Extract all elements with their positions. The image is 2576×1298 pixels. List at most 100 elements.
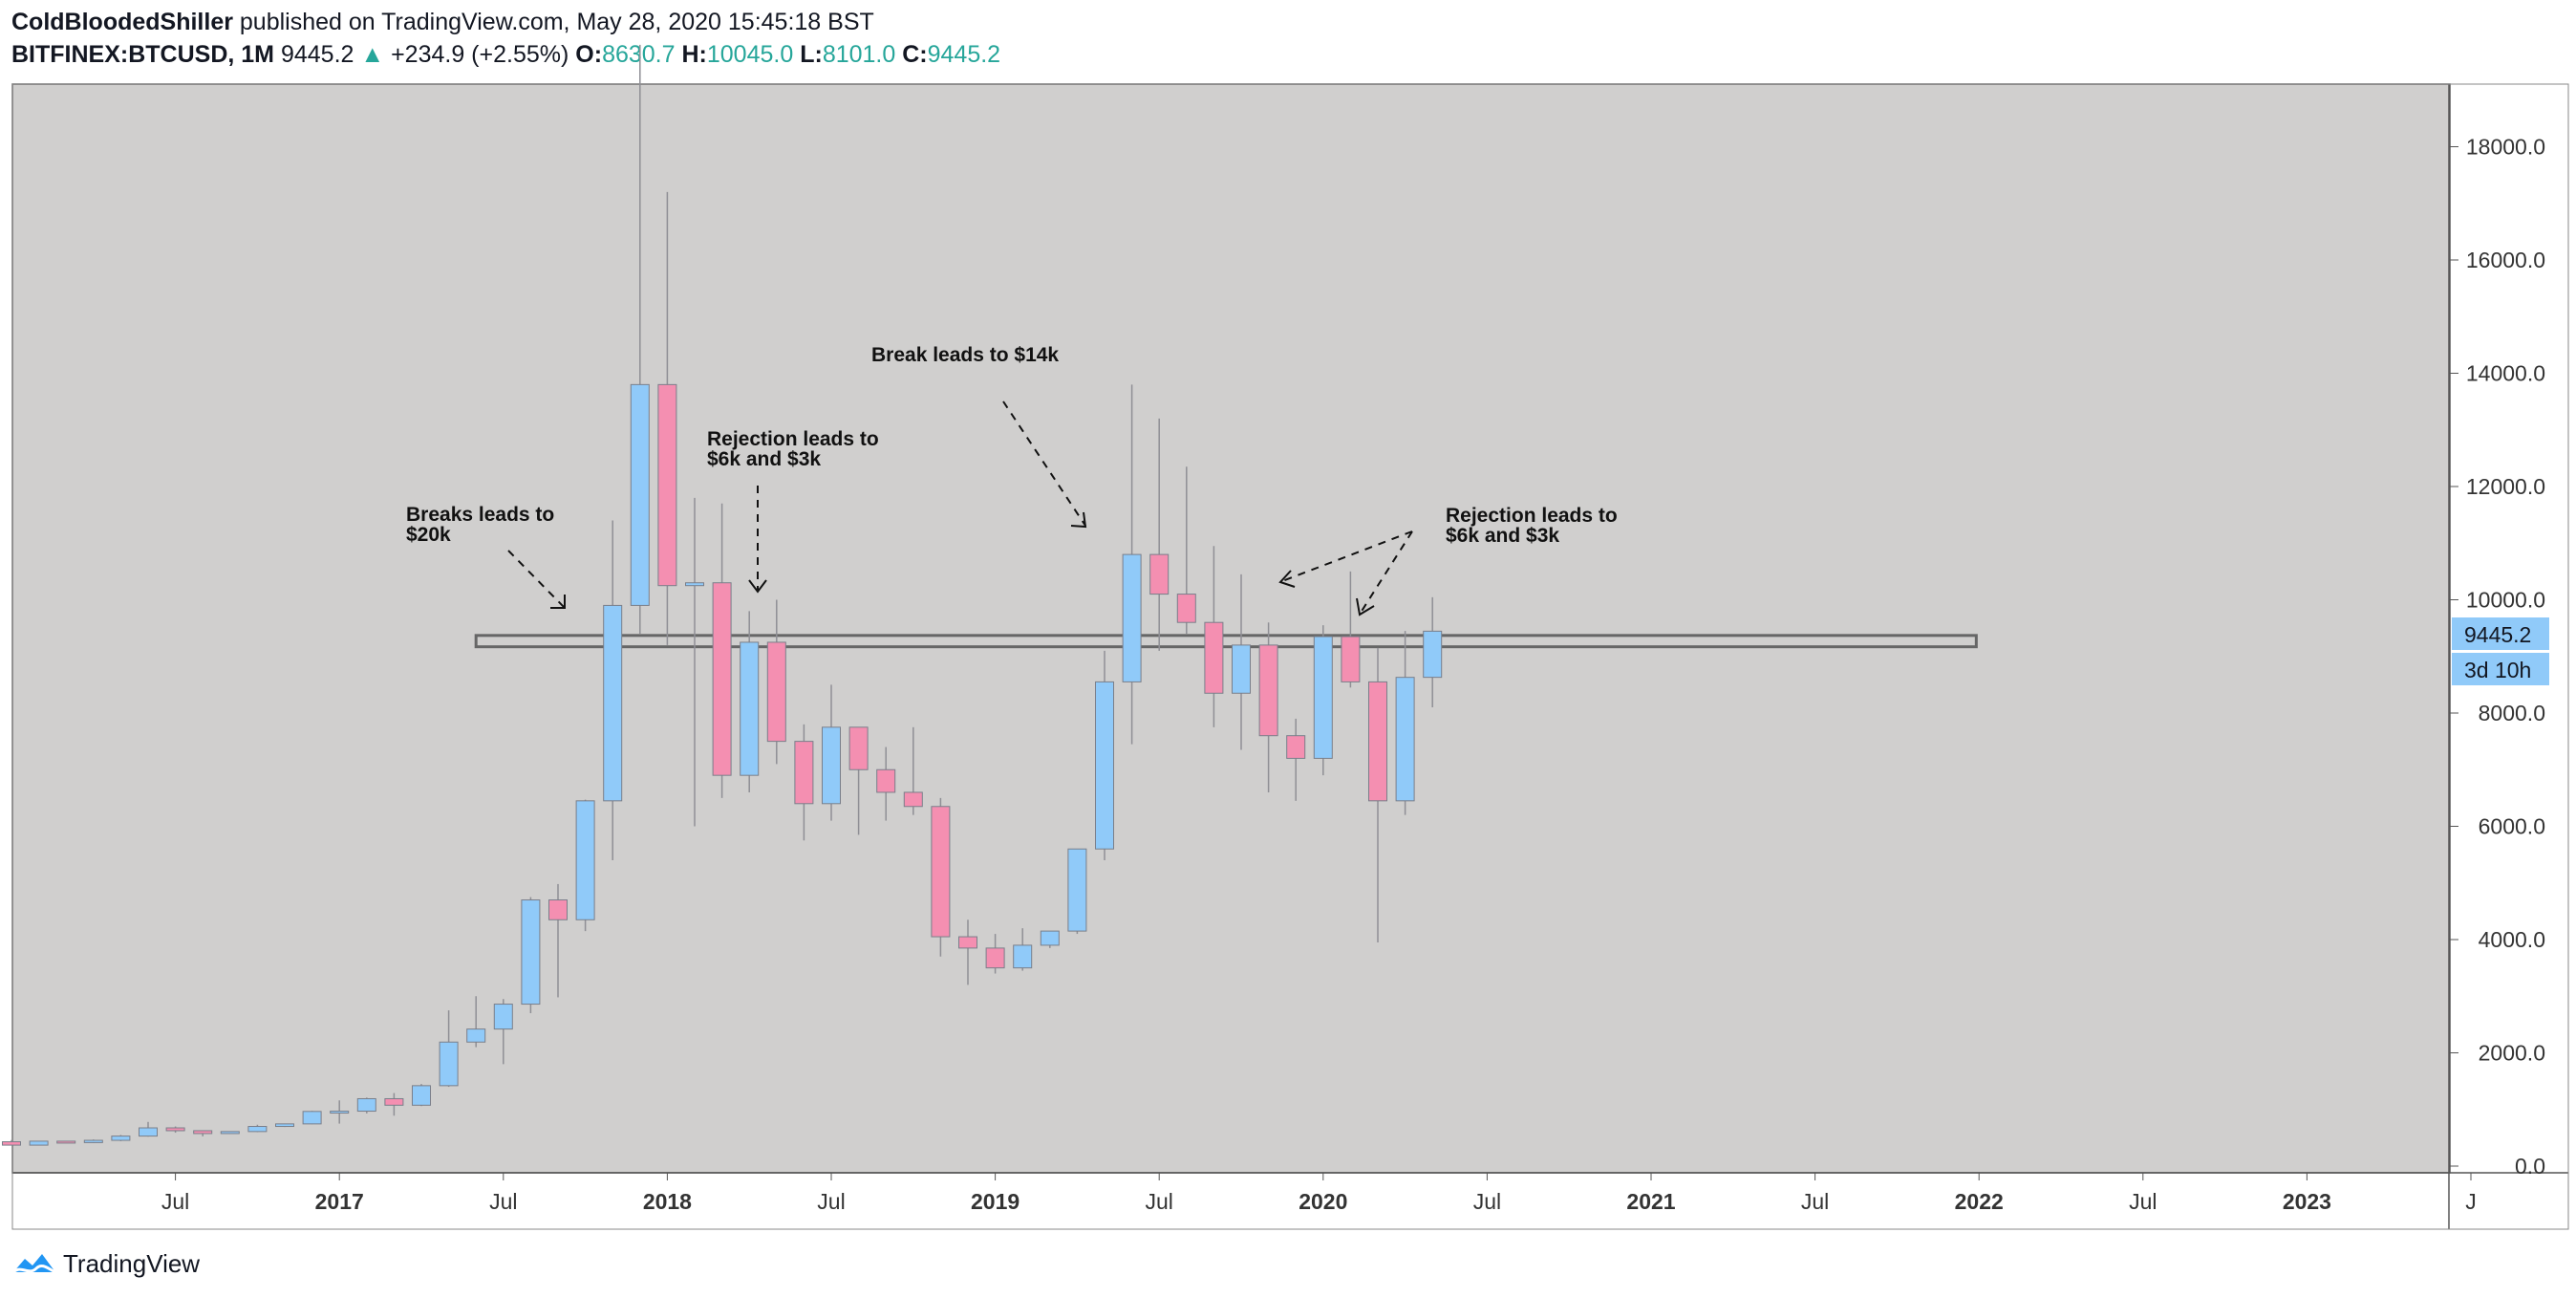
y-tick-label: 18000.0 (2466, 135, 2545, 160)
x-tick-label: 2019 (971, 1189, 1020, 1214)
open-value: 8630.7 (602, 41, 676, 68)
last-price-tag (2452, 617, 2549, 650)
y-tick-label: 0.0 (2515, 1154, 2545, 1179)
publish-info: ColdBloodedShiller published on TradingV… (11, 6, 874, 38)
candle-body[interactable] (1395, 677, 1415, 802)
candle-body[interactable] (1286, 735, 1306, 759)
candle-body[interactable] (466, 1028, 486, 1043)
candle-body[interactable] (1258, 644, 1278, 737)
annotation-rejection1-line1[interactable]: Rejection leads to (707, 428, 879, 450)
countdown-tag (2452, 653, 2549, 685)
arrowhead-breaks (550, 595, 566, 609)
close-value: 9445.2 (927, 41, 1001, 68)
candle-body[interactable] (1040, 930, 1060, 946)
candle-body[interactable] (356, 1097, 376, 1113)
candle-body[interactable] (958, 936, 977, 949)
candle-body[interactable] (603, 604, 623, 802)
plot-area[interactable] (11, 83, 2451, 1174)
candle-body[interactable] (220, 1131, 240, 1135)
candle-body[interactable] (1095, 681, 1114, 850)
candle-body[interactable] (1149, 553, 1170, 595)
candle-body[interactable] (29, 1140, 49, 1146)
candle-body[interactable] (1341, 636, 1361, 682)
candle-body[interactable] (2, 1141, 21, 1146)
candle-body[interactable] (83, 1139, 103, 1143)
y-tick-label: 14000.0 (2466, 361, 2545, 386)
candle-body[interactable] (412, 1085, 431, 1106)
x-tick-label: Jul (489, 1189, 517, 1214)
y-tick-label: 12000.0 (2466, 474, 2545, 499)
symbol-name[interactable]: BITFINEX:BTCUSD, 1M (11, 41, 274, 68)
open-label: O: (575, 41, 603, 68)
x-tick-label: 2022 (1955, 1189, 2004, 1214)
candle-body[interactable] (1368, 681, 1387, 802)
candle-body[interactable] (876, 768, 896, 793)
candle-body[interactable] (1423, 630, 1443, 679)
x-tick-label: 2017 (315, 1189, 364, 1214)
resistance-zone[interactable] (474, 634, 1978, 649)
candle-body[interactable] (111, 1136, 131, 1141)
annotation-rejection2-line1[interactable]: Rejection leads to (1446, 505, 1618, 527)
annotation-arrow-break14k[interactable] (1002, 400, 1086, 527)
annotation-breaks-line1[interactable]: Breaks leads to (406, 504, 554, 526)
annotation-rejection2-line2[interactable]: $6k and $3k (1446, 525, 1559, 547)
candle-body[interactable] (1176, 594, 1196, 623)
last-price: 9445.2 (280, 41, 354, 68)
candle-body[interactable] (1313, 636, 1333, 759)
candle-body[interactable] (931, 806, 951, 938)
annotation-arrow-rejection2b[interactable] (1360, 530, 1413, 614)
annotation-arrow-rejection2a[interactable] (1281, 530, 1413, 582)
candle-body[interactable] (521, 899, 541, 1006)
low-label: L: (800, 41, 823, 68)
candle-body[interactable] (548, 899, 568, 920)
candle-body[interactable] (794, 741, 814, 805)
annotation-rejection1-line2[interactable]: $6k and $3k (707, 448, 821, 470)
author-name[interactable]: ColdBloodedShiller (11, 9, 233, 35)
candle-body[interactable] (985, 947, 1005, 969)
annotation-break14k[interactable]: Break leads to $14k (871, 344, 1059, 366)
candle-body[interactable] (439, 1041, 459, 1087)
y-tick-label: 8000.0 (2479, 701, 2545, 725)
y-tick-label: 4000.0 (2479, 927, 2545, 952)
candle-body[interactable] (275, 1123, 294, 1128)
x-tick-label: 2021 (1626, 1189, 1675, 1214)
x-tick-label: Jul (161, 1189, 189, 1214)
candle-body[interactable] (165, 1127, 185, 1132)
candle-body[interactable] (493, 1004, 513, 1030)
candle-body[interactable] (139, 1127, 158, 1137)
candle-body[interactable] (56, 1140, 76, 1144)
symbol-legend: BITFINEX:BTCUSD, 1M 9445.2 ▲ +234.9 (+2.… (11, 38, 1000, 71)
y-tick-label: 6000.0 (2479, 814, 2545, 839)
candle-body[interactable] (1067, 848, 1087, 932)
candle-body[interactable] (685, 582, 704, 587)
candle-body[interactable] (903, 791, 923, 808)
candle-body[interactable] (1232, 644, 1251, 694)
y-tick-label: 2000.0 (2479, 1041, 2545, 1066)
x-tick-label: Jul (2129, 1189, 2157, 1214)
footer-brand[interactable]: TradingView (11, 1247, 200, 1280)
candle-body[interactable] (848, 726, 869, 770)
arrowhead-rejection2b (1356, 597, 1375, 617)
x-tick-label: 2023 (2283, 1189, 2331, 1214)
candle-body[interactable] (712, 582, 732, 776)
candle-body[interactable] (630, 383, 650, 606)
low-value: 8101.0 (822, 41, 896, 68)
candle-body[interactable] (575, 800, 595, 920)
candle-body[interactable] (1122, 553, 1142, 682)
candle-body[interactable] (657, 383, 677, 587)
candle-body[interactable] (822, 726, 841, 805)
candle-body[interactable] (302, 1111, 322, 1125)
candle-body[interactable] (330, 1111, 350, 1114)
candle-body[interactable] (1204, 621, 1224, 694)
annotation-breaks-line2[interactable]: $20k (406, 524, 451, 546)
x-tick-label: 2018 (643, 1189, 692, 1214)
arrowhead-rejection1 (748, 579, 767, 594)
candle-body[interactable] (766, 641, 786, 743)
candle-body[interactable] (193, 1130, 213, 1135)
candle-body[interactable] (1013, 944, 1033, 969)
candle-body[interactable] (247, 1126, 268, 1133)
candle-body[interactable] (384, 1097, 404, 1106)
y-tick-label: 10000.0 (2466, 588, 2545, 613)
candle-body[interactable] (740, 641, 760, 776)
